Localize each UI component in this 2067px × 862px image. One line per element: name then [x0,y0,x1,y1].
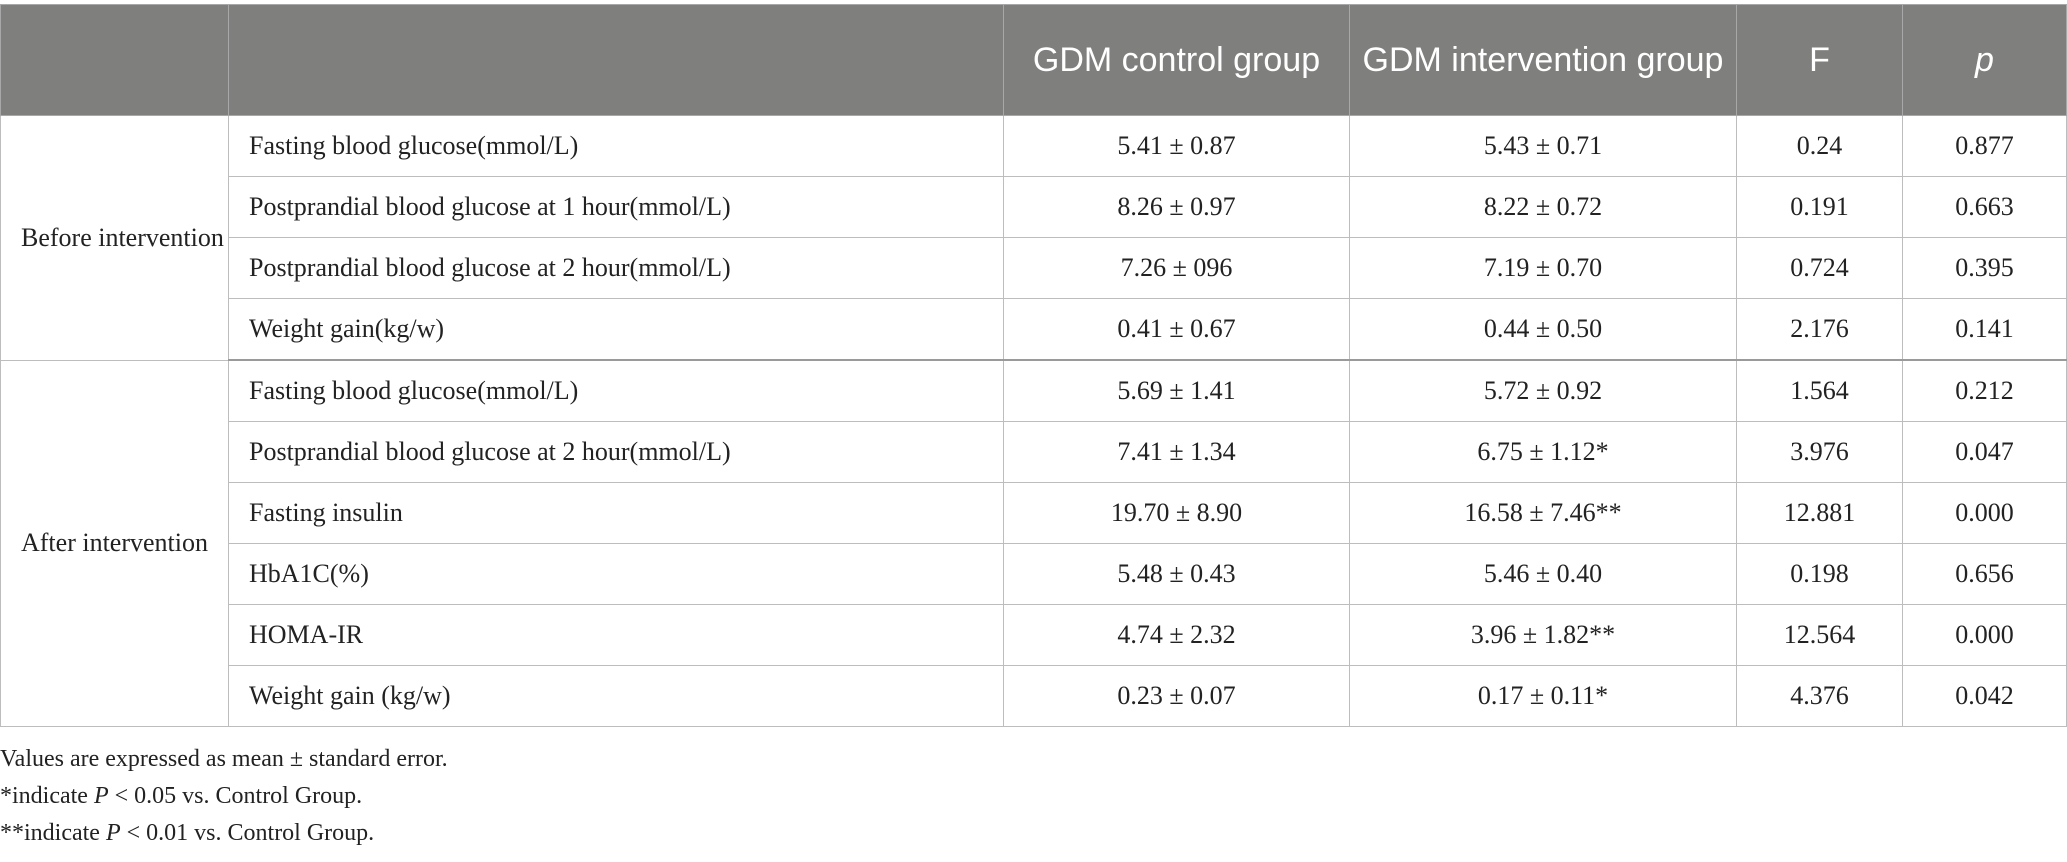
intervention-value-cell: 5.43 ± 0.71 [1349,115,1737,177]
f-value-cell: 0.24 [1736,115,1903,177]
intervention-value-cell: 16.58 ± 7.46** [1349,482,1737,544]
footnote-p-symbol: P [105,820,121,846]
header-cell-f: F [1736,4,1903,116]
header-cell-p: p [1902,4,2067,116]
header-cell-intervention-group: GDM intervention group [1349,4,1737,116]
footnote-values: Values are expressed as mean ± standard … [0,746,448,772]
measure-cell: HOMA-IR [228,604,1004,666]
control-value-cell: 0.23 ± 0.07 [1003,665,1350,727]
measure-cell: Postprandial blood glucose at 2 hour(mmo… [228,237,1004,299]
footnote-text: *indicate [0,783,94,809]
table-header: GDM control group GDM intervention group… [0,4,2067,116]
measure-cell: Weight gain(kg/w) [228,298,1004,361]
intervention-value-cell: 6.75 ± 1.12* [1349,421,1737,483]
intervention-value-cell: 7.19 ± 0.70 [1349,237,1737,299]
group-label-before: Before intervention [0,115,229,361]
measure-cell: HbA1C(%) [228,543,1004,605]
f-value-cell: 3.976 [1736,421,1903,483]
table-row: Postprandial blood glucose at 1 hour(mmo… [1,176,2067,238]
table-row: HbA1C(%) 5.48 ± 0.43 5.46 ± 0.40 0.198 0… [1,543,2067,605]
f-value-cell: 0.191 [1736,176,1903,238]
control-value-cell: 0.41 ± 0.67 [1003,298,1350,361]
footnote-single-asterisk: *indicate P < 0.05 vs. Control Group. [0,778,448,815]
table-row: Weight gain(kg/w) 0.41 ± 0.67 0.44 ± 0.5… [1,298,2067,361]
p-value-cell: 0.042 [1902,665,2067,727]
table-footnotes: Values are expressed as mean ± standard … [0,741,448,852]
header-row: GDM control group GDM intervention group… [0,4,2067,116]
measure-cell: Fasting insulin [228,482,1004,544]
group-label-after: After intervention [0,359,229,727]
table-row: Postprandial blood glucose at 2 hour(mmo… [1,237,2067,299]
footnote-double-asterisk: **indicate P < 0.01 vs. Control Group. [0,815,448,852]
footnote-text: < 0.05 vs. Control Group. [108,783,363,809]
f-value-cell: 0.724 [1736,237,1903,299]
intervention-value-cell: 3.96 ± 1.82** [1349,604,1737,666]
p-value-cell: 0.212 [1902,359,2067,422]
control-value-cell: 5.69 ± 1.41 [1003,359,1350,422]
intervention-value-cell: 5.72 ± 0.92 [1349,359,1737,422]
f-value-cell: 0.198 [1736,543,1903,605]
control-value-cell: 5.48 ± 0.43 [1003,543,1350,605]
results-table-container: GDM control group GDM intervention group… [0,4,2067,727]
table-row: Weight gain (kg/w) 0.23 ± 0.07 0.17 ± 0.… [1,665,2067,727]
control-value-cell: 8.26 ± 0.97 [1003,176,1350,238]
p-value-cell: 0.000 [1902,604,2067,666]
f-value-cell: 2.176 [1736,298,1903,361]
header-cell-group [0,4,229,116]
control-value-cell: 4.74 ± 2.32 [1003,604,1350,666]
control-value-cell: 7.26 ± 096 [1003,237,1350,299]
header-cell-measure [228,4,1004,116]
table-row: Fasting insulin 19.70 ± 8.90 16.58 ± 7.4… [1,482,2067,544]
table-row: Postprandial blood glucose at 2 hour(mmo… [1,421,2067,483]
measure-cell: Postprandial blood glucose at 1 hour(mmo… [228,176,1004,238]
measure-cell: Fasting blood glucose(mmol/L) [228,115,1004,177]
results-table: GDM control group GDM intervention group… [0,4,2067,727]
p-value-cell: 0.656 [1902,543,2067,605]
control-value-cell: 5.41 ± 0.87 [1003,115,1350,177]
p-value-cell: 0.000 [1902,482,2067,544]
table-row: HOMA-IR 4.74 ± 2.32 3.96 ± 1.82** 12.564… [1,604,2067,666]
header-cell-control-group: GDM control group [1003,4,1350,116]
p-value-cell: 0.663 [1902,176,2067,238]
measure-cell: Postprandial blood glucose at 2 hour(mmo… [228,421,1004,483]
f-value-cell: 4.376 [1736,665,1903,727]
p-value-cell: 0.047 [1902,421,2067,483]
p-value-cell: 0.395 [1902,237,2067,299]
footnote-text: < 0.01 vs. Control Group. [120,820,375,846]
control-value-cell: 19.70 ± 8.90 [1003,482,1350,544]
intervention-value-cell: 0.44 ± 0.50 [1349,298,1737,361]
measure-cell: Fasting blood glucose(mmol/L) [228,359,1004,422]
p-value-cell: 0.141 [1902,298,2067,361]
table-row: After intervention Fasting blood glucose… [0,359,2067,727]
footnote-text: **indicate [0,820,106,846]
f-value-cell: 12.881 [1736,482,1903,544]
table-row: Before intervention Fasting blood glucos… [0,115,2067,361]
p-value-cell: 0.877 [1902,115,2067,177]
intervention-value-cell: 8.22 ± 0.72 [1349,176,1737,238]
f-value-cell: 1.564 [1736,359,1903,422]
control-value-cell: 7.41 ± 1.34 [1003,421,1350,483]
measure-cell: Weight gain (kg/w) [228,665,1004,727]
footnote-p-symbol: P [93,783,109,809]
intervention-value-cell: 5.46 ± 0.40 [1349,543,1737,605]
table-body: Before intervention Fasting blood glucos… [0,115,2067,727]
intervention-value-cell: 0.17 ± 0.11* [1349,665,1737,727]
f-value-cell: 12.564 [1736,604,1903,666]
